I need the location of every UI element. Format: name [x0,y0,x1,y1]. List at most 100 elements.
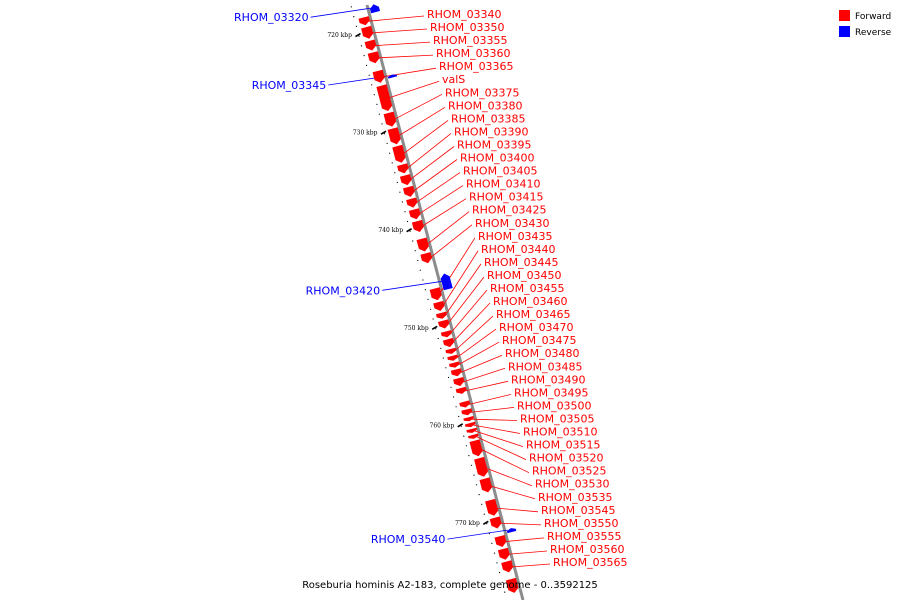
gene-rhom_03455-arrow [440,330,452,338]
gene-label-rhom_03505: RHOM_03505 [520,413,595,426]
gene-rhom_03520-arrow [468,433,479,439]
minor-tick [371,84,373,86]
gene-label-rhom_03550: RHOM_03550 [544,517,619,530]
leader-line [510,563,551,568]
minor-tick [430,308,432,310]
tick-label: 730 kbp [353,130,378,137]
leader-line [503,537,545,543]
minor-tick [470,464,473,466]
gene-label-rhom_03375: RHOM_03375 [445,86,520,99]
leader-line [495,507,539,513]
minor-tick [501,581,503,584]
gene-label-rhom_03430: RHOM_03430 [475,217,550,230]
gene-rhom_03500-arrow [461,408,473,416]
minor-tick [463,435,465,437]
leader-line [457,341,500,366]
gene-label-rhom_03410: RHOM_03410 [466,178,541,191]
leader-line [455,328,497,359]
gene-label-rhom_03350: RHOM_03350 [430,21,505,34]
gene-label-rhom_03510: RHOM_03510 [523,426,598,439]
minor-tick [450,386,452,388]
leader-line [449,289,488,335]
gene-rhom_03450-arrow [438,319,450,329]
leader-line [425,211,470,246]
gene-rhom_03405-arrow [406,197,418,208]
minor-tick [435,328,437,330]
gene-rhom_03375-arrow [383,111,397,127]
leader-line [382,67,437,78]
gene-label-rhom_03470: RHOM_03470 [499,321,574,334]
leader-line [412,159,458,193]
leader-line [474,430,524,447]
minor-tick [391,162,393,164]
gene-label-rhom_03400: RHOM_03400 [460,152,535,165]
gene-rhom_03535-arrow [479,477,493,493]
leader-line [470,407,515,413]
minor-tick [355,25,357,27]
major-tick [431,325,438,330]
gene-label-rhom_03490: RHOM_03490 [511,373,586,386]
gene-rhom_03545-arrow [485,498,499,516]
minor-tick [491,542,493,545]
gene-rhom_03470-arrow [447,354,458,361]
leader-line [459,354,503,374]
minor-tick [478,494,480,496]
minor-tick [493,552,496,554]
gene-rhom_03540-arrow [506,528,517,534]
minor-tick [386,142,388,144]
minor-tick [412,240,414,242]
gene-rhom_03365-arrow [372,69,385,83]
minor-tick [366,64,368,66]
minor-tick [458,415,460,418]
leader-line [479,448,530,474]
minor-tick [481,503,483,505]
minor-tick [414,250,416,252]
gene-rhom_03515-arrow [466,427,477,433]
gene-label-rhom_03355: RHOM_03355 [433,34,508,47]
minor-tick [460,425,462,427]
gene-label-rhom_03435: RHOM_03435 [478,230,553,243]
minor-tick [440,347,442,349]
minor-tick [396,181,398,184]
minor-tick [422,279,424,281]
gene-rhom_03445-arrow [436,311,447,319]
gene-rhom_03465-arrow [445,347,457,354]
tick-label: 720 kbp [327,32,352,39]
tick-label: 740 kbp [378,227,403,234]
tick-label: 750 kbp [404,325,429,332]
minor-tick [363,55,365,57]
gene-label-vals: valS [442,73,465,86]
major-tick [355,32,361,38]
gene-rhom_03320-arrow [370,4,380,14]
gene-rhom_03550-arrow [489,516,502,529]
gene-rhom_03340-arrow [358,16,370,26]
tick-marks: 720 kbp 730 kbp 740 kbp 750 kbp 760 kbp 770 k… [327,6,506,593]
minor-tick [486,523,488,525]
leader-line [446,276,485,325]
leader-line [484,467,533,487]
leader-line [447,529,508,540]
minor-tick [453,396,455,398]
reverse-legend-label: Reverse [855,28,892,38]
minor-tick [488,533,490,535]
gene-rhom_03410-arrow [408,208,421,220]
gene-rhom_03425-arrow [416,237,429,252]
minor-tick [496,562,498,564]
leader-line [310,7,371,18]
minor-tick [404,211,406,213]
gene-label-rhom_03445: RHOM_03445 [484,256,559,269]
minor-tick [358,35,360,37]
gene-rhom_03380-arrow [387,127,401,145]
leader-line [507,550,548,555]
gene-label-rhom_03530: RHOM_03530 [535,478,610,491]
leader-line [382,280,443,291]
minor-tick [378,113,380,115]
leader-line [406,133,452,170]
minor-tick [447,376,450,379]
leader-line [451,302,491,344]
leader-line [367,15,425,22]
gene-rhom_03395-arrow [399,174,412,186]
gene-rhom_03430-arrow [420,252,432,264]
gene-label-rhom_03540: RHOM_03540 [371,533,446,546]
